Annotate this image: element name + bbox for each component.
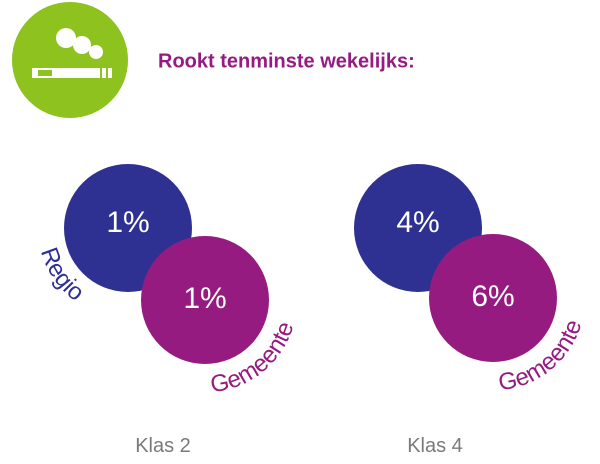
gemeente-circle — [141, 236, 269, 364]
gemeente-value: 1% — [183, 282, 226, 315]
regio-value: 1% — [106, 206, 149, 239]
gemeente-value: 6% — [471, 280, 514, 313]
regio-value: 4% — [396, 206, 439, 239]
smoking-icon — [12, 2, 128, 118]
title: Rookt tenminste wekelijks: — [158, 50, 415, 72]
gemeente-circle — [429, 234, 557, 362]
group-label: Klas 2 — [135, 435, 191, 457]
group-label: Klas 4 — [407, 435, 463, 457]
